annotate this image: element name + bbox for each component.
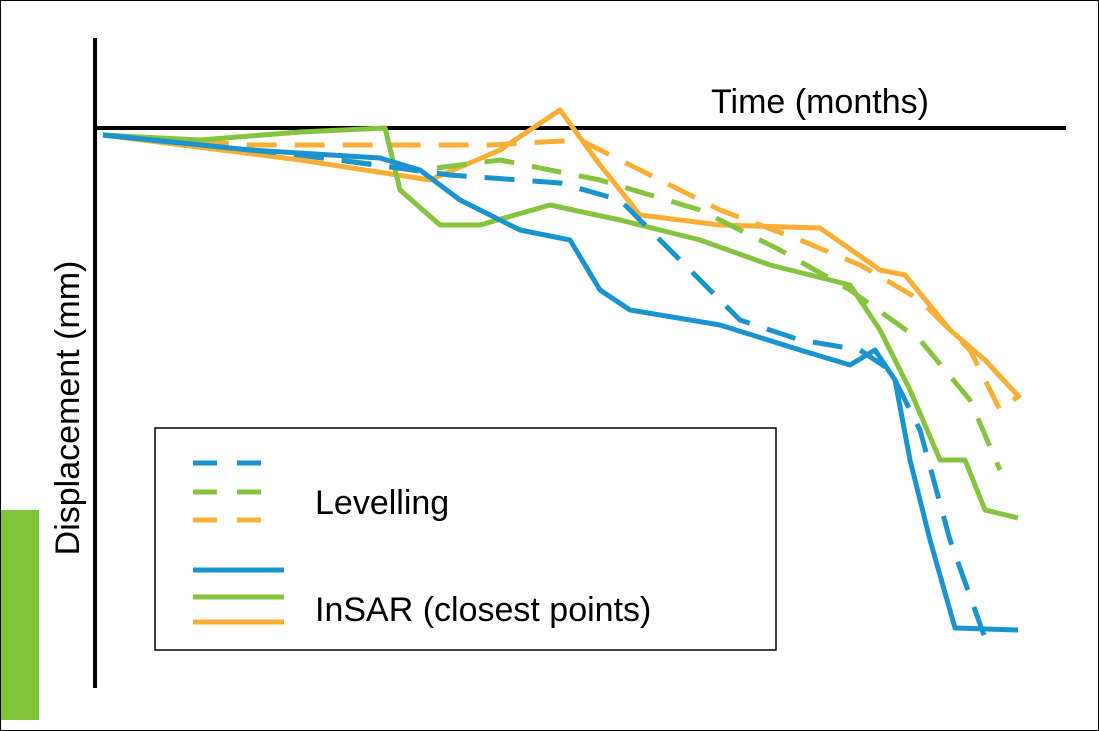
diagram: Time (months) Displacement (mm) Levellin… [0,0,1099,731]
legend: Levelling InSAR (closest points) [155,428,776,650]
legend-label: InSAR (closest points) [315,591,651,629]
legend-label: Levelling [315,484,449,522]
y-axis-label: Displacement (mm) [49,261,87,556]
background-fragment [1,510,39,720]
fragment-edge [40,505,42,720]
page: {"axes": {"x_label": "Time (months)", "y… [0,0,1099,731]
x-axis-label: Time (months) [711,83,929,121]
